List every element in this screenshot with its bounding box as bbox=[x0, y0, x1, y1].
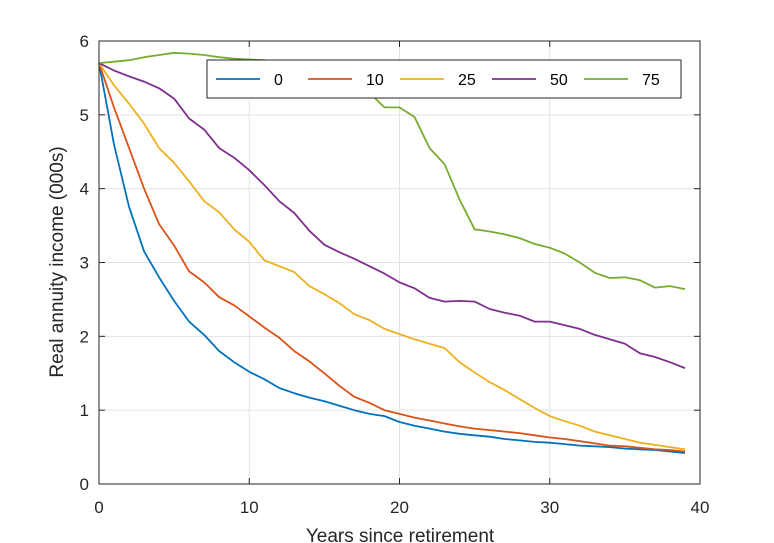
legend-label-25: 25 bbox=[458, 72, 476, 89]
y-tick-label: 6 bbox=[80, 32, 89, 51]
x-tick-label: 40 bbox=[691, 498, 710, 517]
x-tick-labels: 0 10 20 30 40 bbox=[94, 498, 709, 517]
series-line-75 bbox=[98, 51, 686, 290]
grid bbox=[98, 40, 701, 485]
legend: 0 10 25 50 75 bbox=[206, 59, 682, 99]
tick-marks bbox=[98, 40, 701, 485]
series-line-25 bbox=[98, 62, 686, 451]
series-line-50 bbox=[98, 62, 686, 369]
legend-label-50: 50 bbox=[550, 72, 568, 89]
y-tick-label: 5 bbox=[80, 106, 89, 125]
y-tick-label: 4 bbox=[80, 180, 89, 199]
x-tick-label: 20 bbox=[390, 498, 409, 517]
legend-label-0: 0 bbox=[274, 72, 283, 89]
y-tick-labels: 0 1 2 3 4 5 6 bbox=[80, 32, 89, 494]
y-tick-label: 3 bbox=[80, 254, 89, 273]
y-tick-label: 1 bbox=[80, 401, 89, 420]
x-tick-label: 0 bbox=[94, 498, 103, 517]
series-line-0 bbox=[98, 62, 686, 454]
series-line-10 bbox=[98, 62, 686, 453]
x-axis-label: Years since retirement bbox=[306, 526, 495, 543]
legend-label-75: 75 bbox=[642, 72, 660, 89]
x-tick-label: 10 bbox=[240, 498, 259, 517]
y-tick-label: 2 bbox=[80, 327, 89, 346]
series-group bbox=[98, 51, 686, 454]
y-tick-label: 0 bbox=[80, 475, 89, 494]
legend-label-10: 10 bbox=[366, 72, 384, 89]
y-axis-label: Real annuity income (000s) bbox=[47, 146, 68, 377]
x-tick-label: 30 bbox=[540, 498, 559, 517]
